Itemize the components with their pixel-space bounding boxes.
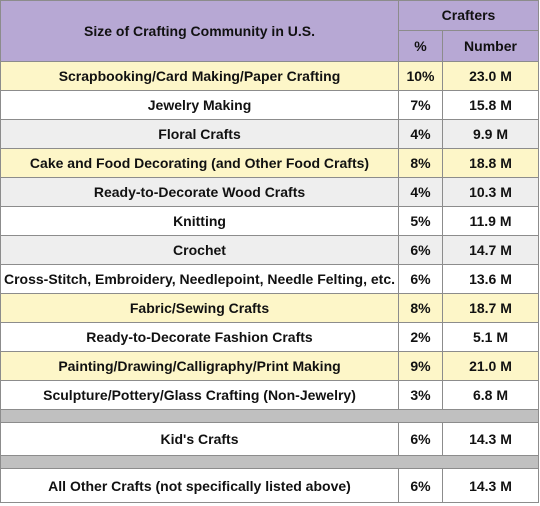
category-cell: Knitting [0, 206, 399, 236]
number-cell: 11.9 M [441, 206, 540, 236]
category-cell: Fabric/Sewing Crafts [0, 293, 399, 323]
category-cell: Scrapbooking/Card Making/Paper Crafting [0, 61, 399, 91]
category-cell: Sculpture/Pottery/Glass Crafting (Non-Je… [0, 380, 399, 410]
category-cell: Cake and Food Decorating (and Other Food… [0, 148, 399, 178]
table-row: Knitting 5% 11.9 M [0, 206, 540, 236]
separator-row [0, 455, 540, 469]
number-cell: 13.6 M [441, 264, 540, 294]
category-cell: Crochet [0, 235, 399, 265]
percent-cell: 8% [398, 293, 443, 323]
percent-cell: 5% [398, 206, 443, 236]
number-cell: 18.8 M [441, 148, 540, 178]
table-row: Ready-to-Decorate Wood Crafts 4% 10.3 M [0, 177, 540, 207]
table-row: Cake and Food Decorating (and Other Food… [0, 148, 540, 178]
category-cell: Cross-Stitch, Embroidery, Needlepoint, N… [0, 264, 399, 294]
table-row: Jewelry Making 7% 15.8 M [0, 90, 540, 120]
percent-cell: 2% [398, 322, 443, 352]
table-row: Cross-Stitch, Embroidery, Needlepoint, N… [0, 264, 540, 294]
table-row: Crochet 6% 14.7 M [0, 235, 540, 265]
table-row: Painting/Drawing/Calligraphy/Print Makin… [0, 351, 540, 381]
number-cell: 9.9 M [441, 119, 540, 149]
table-title: Size of Crafting Community in U.S. [0, 0, 399, 62]
percent-column-header: % [398, 29, 443, 63]
crafters-group-header: Crafters [397, 0, 540, 31]
percent-cell: 6% [398, 235, 443, 265]
percent-cell: 9% [398, 351, 443, 381]
number-cell: 14.7 M [441, 235, 540, 265]
category-cell: Ready-to-Decorate Wood Crafts [0, 177, 399, 207]
number-cell: 21.0 M [441, 351, 540, 381]
number-cell: 5.1 M [441, 322, 540, 352]
number-cell: 14.3 M [441, 468, 540, 503]
percent-cell: 8% [398, 148, 443, 178]
table-row: Fabric/Sewing Crafts 8% 18.7 M [0, 293, 540, 323]
category-cell: Floral Crafts [0, 119, 399, 149]
number-cell: 15.8 M [441, 90, 540, 120]
separator-row [0, 409, 540, 423]
number-cell: 10.3 M [441, 177, 540, 207]
percent-cell: 6% [398, 264, 443, 294]
table-body: Scrapbooking/Card Making/Paper Crafting 1… [0, 61, 540, 410]
percent-cell: 7% [398, 90, 443, 120]
table-row: Sculpture/Pottery/Glass Crafting (Non-Je… [0, 380, 540, 410]
category-cell: Jewelry Making [0, 90, 399, 120]
percent-cell: 4% [398, 119, 443, 149]
percent-cell: 10% [398, 61, 443, 91]
table-row: Scrapbooking/Card Making/Paper Crafting 1… [0, 61, 540, 91]
percent-cell: 6% [398, 468, 443, 503]
category-cell: Ready-to-Decorate Fashion Crafts [0, 322, 399, 352]
separator-cell [0, 455, 540, 469]
percent-cell: 3% [398, 380, 443, 410]
category-cell: Kid's Crafts [0, 422, 399, 456]
number-cell: 18.7 M [441, 293, 540, 323]
percent-cell: 6% [398, 422, 443, 456]
kids-crafts-row: Kid's Crafts 6% 14.3 M [0, 422, 540, 456]
table-row: Ready-to-Decorate Fashion Crafts 2% 5.1 M [0, 322, 540, 352]
number-cell: 6.8 M [441, 380, 540, 410]
separator-cell [0, 409, 540, 423]
number-cell: 14.3 M [441, 422, 540, 456]
number-column-header: Number [441, 29, 540, 63]
number-cell: 23.0 M [441, 61, 540, 91]
all-other-crafts-row: All Other Crafts (not specifically liste… [0, 468, 540, 503]
percent-cell: 4% [398, 177, 443, 207]
table-row: Floral Crafts 4% 9.9 M [0, 119, 540, 149]
category-cell: All Other Crafts (not specifically liste… [0, 468, 399, 503]
category-cell: Painting/Drawing/Calligraphy/Print Makin… [0, 351, 399, 381]
